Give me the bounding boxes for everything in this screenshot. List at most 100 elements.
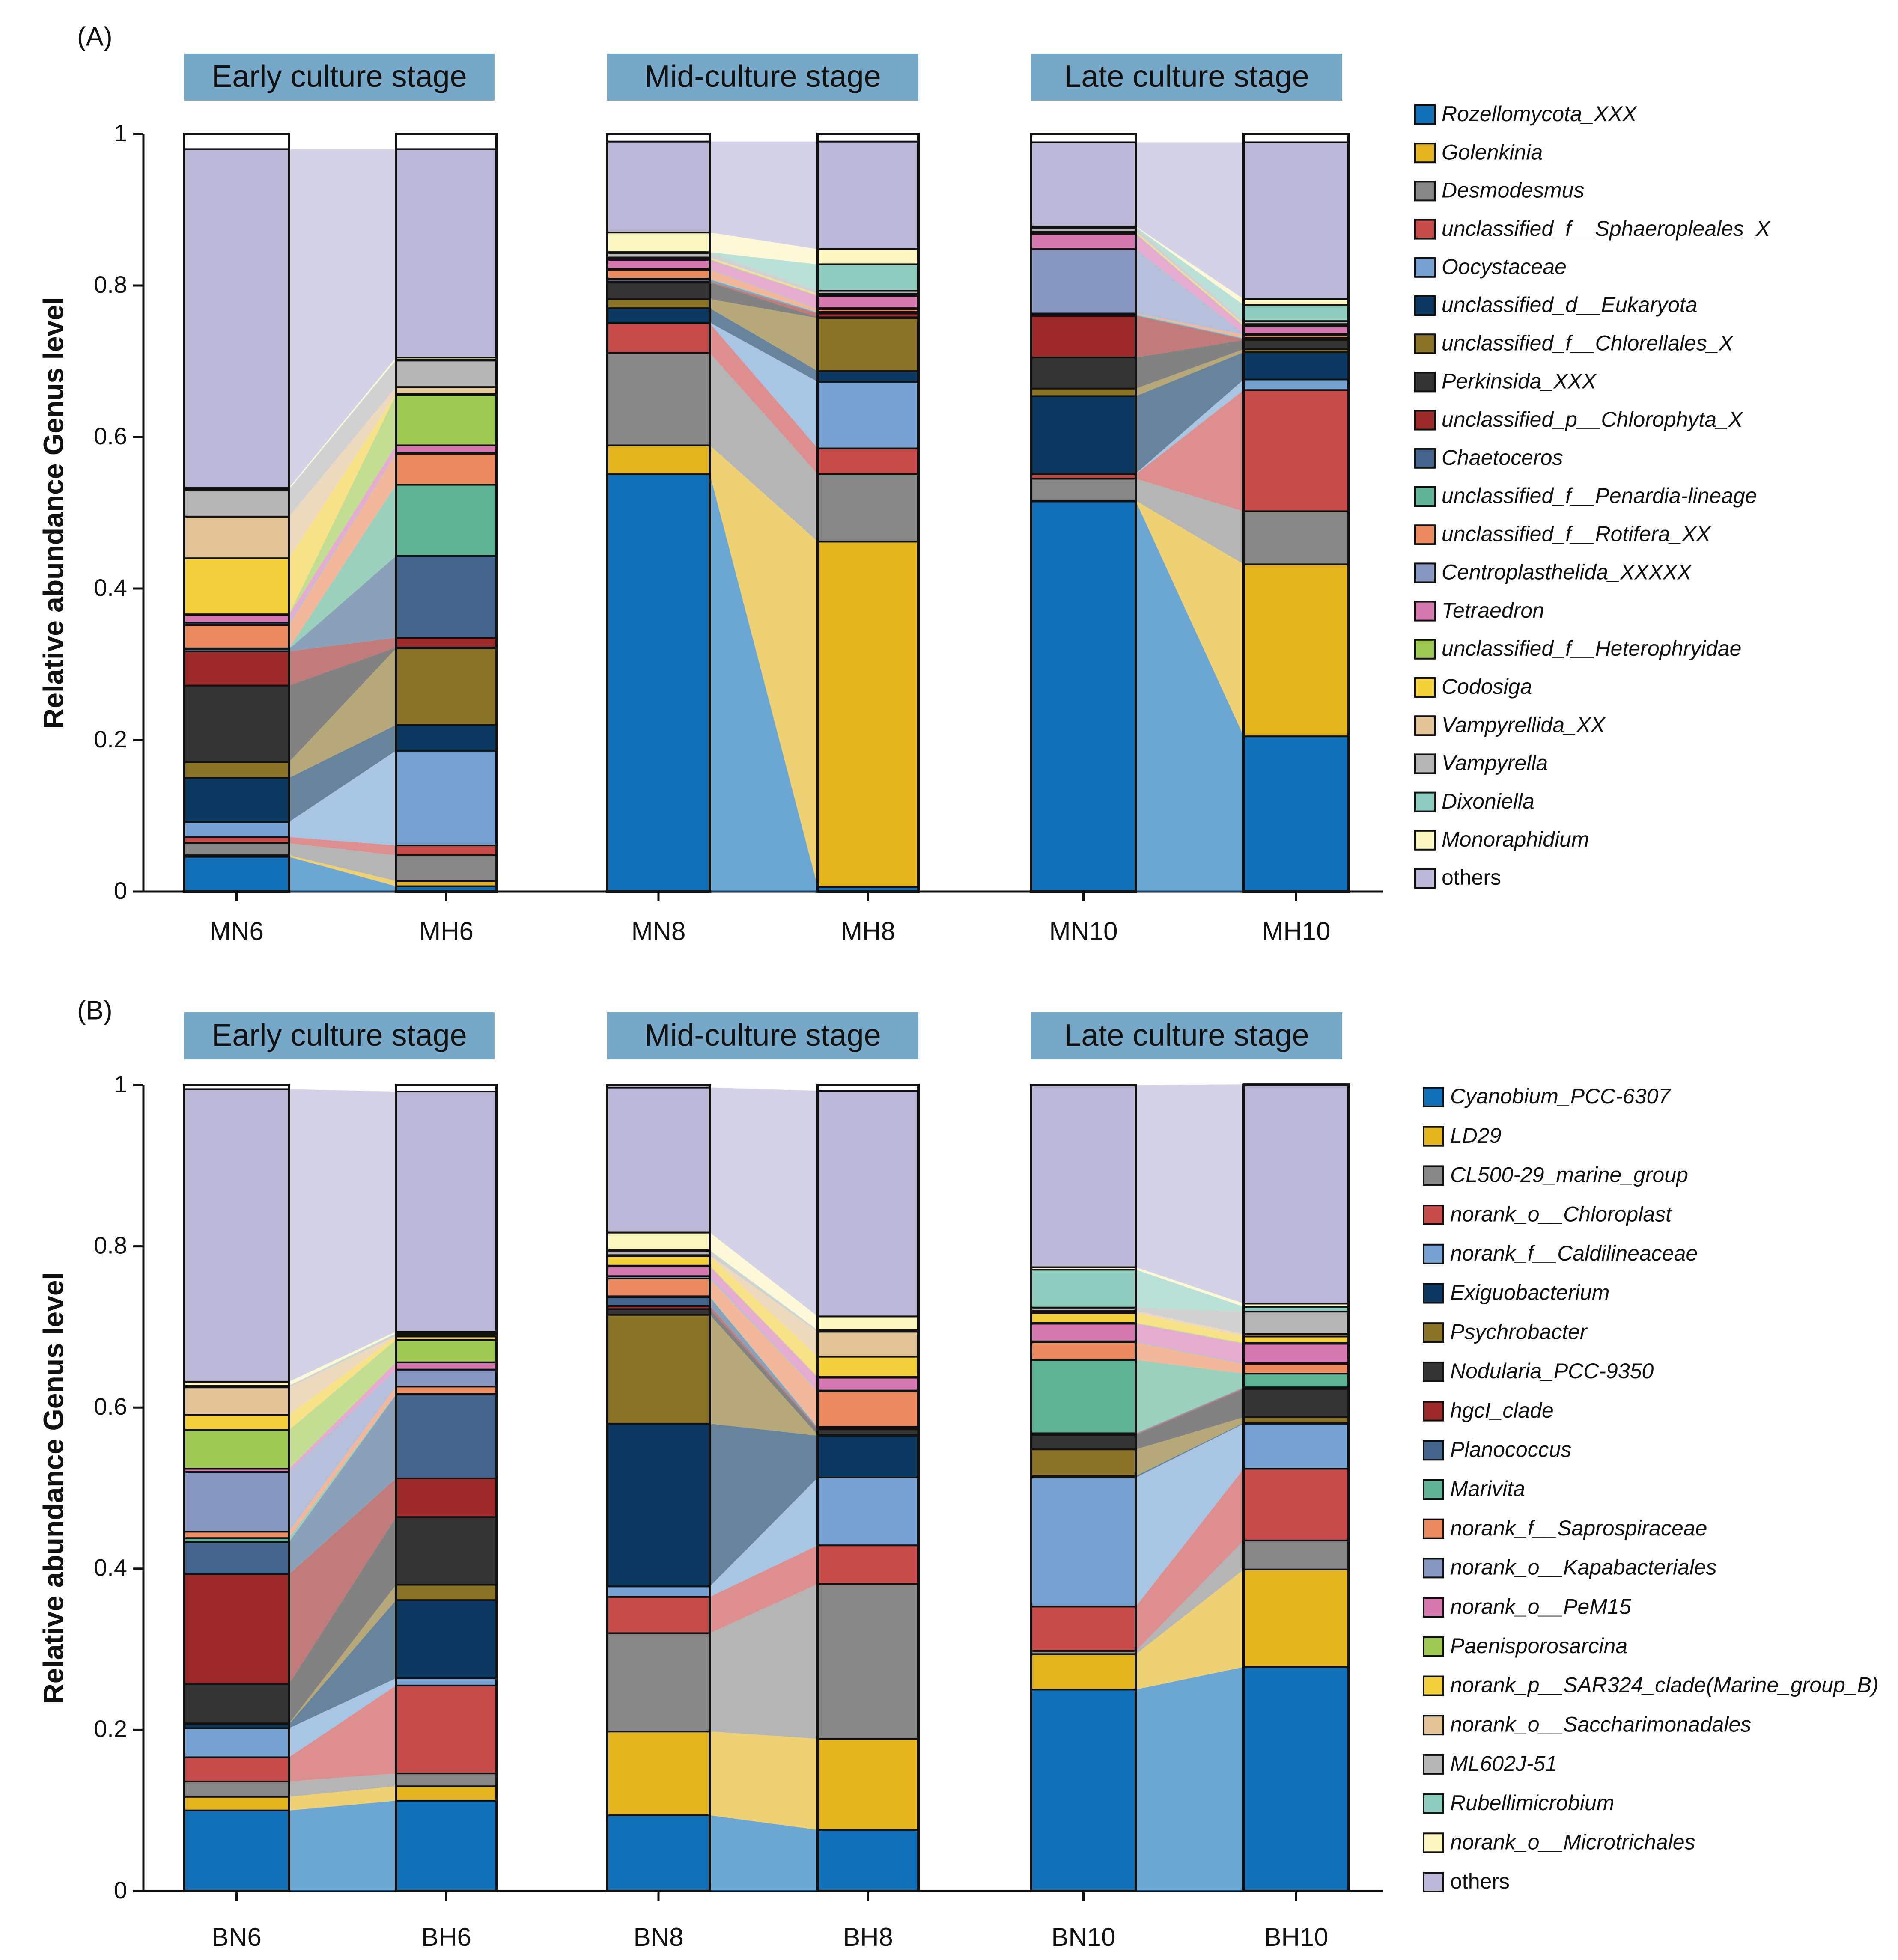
connector-band: [710, 269, 818, 309]
bar-segment: [1030, 1477, 1137, 1608]
bar-segment: [183, 489, 290, 518]
connector-band: [1136, 1388, 1244, 1435]
connector-band: [1136, 313, 1244, 338]
bar-segment: [606, 268, 711, 280]
bar-segment: [1243, 1468, 1350, 1541]
bar-segment: [606, 259, 711, 270]
bar-segment: [1030, 387, 1137, 397]
bar-segment: [183, 515, 290, 559]
bar-segment: [183, 1471, 290, 1533]
bar-segment: [1243, 735, 1350, 893]
legend-swatch: [1414, 562, 1436, 583]
bar-mh10: [1242, 133, 1350, 893]
bar-segment: [395, 1584, 498, 1601]
bar-segment: [395, 1599, 498, 1679]
connector-band: [710, 253, 818, 294]
connector-band: [1136, 390, 1244, 512]
bar-segment: [817, 1331, 919, 1358]
connector-band: [1136, 315, 1244, 358]
bar-segment: [395, 393, 498, 446]
connector-band: [710, 445, 818, 887]
bar-segment: [817, 370, 919, 383]
legend-label: Rubellimicrobium: [1450, 1791, 1614, 1815]
connector-band: [710, 1815, 818, 1891]
legend-swatch: [1423, 1675, 1444, 1696]
bar-segment: [183, 1573, 290, 1685]
legend-swatch: [1423, 1715, 1444, 1736]
connector-band: [1136, 500, 1244, 737]
bar-segment: [395, 637, 498, 649]
x-tick-label: MN10: [1049, 917, 1117, 946]
bar-segment: [817, 1829, 919, 1892]
connector-band: [710, 353, 818, 542]
bar-segment: [183, 1541, 290, 1575]
connector-band: [289, 1362, 396, 1472]
legend-swatch: [1423, 1832, 1444, 1853]
legend-label: unclassified_f__Penardia-lineage: [1442, 484, 1757, 508]
x-tick-label: MH6: [419, 917, 474, 946]
connector-band: [289, 1773, 396, 1797]
bar-segment: [606, 1255, 711, 1267]
legend-label: Rozellomycota_XXX: [1442, 102, 1637, 126]
bar-segment: [183, 650, 290, 687]
bar-segment: [1243, 1311, 1350, 1335]
connector-band: [289, 1685, 396, 1782]
bar-segment: [817, 541, 919, 888]
connector-band: [1136, 232, 1244, 326]
connector-band: [289, 750, 396, 846]
y-tick-label: 0.8: [94, 271, 127, 298]
connector-band: [1136, 479, 1244, 565]
connector-band: [289, 556, 396, 651]
connector-band: [710, 269, 818, 312]
bar-segment: [606, 1422, 711, 1588]
connector-band: [710, 1276, 818, 1392]
panel-a: (A) Early culture stage Mid-culture stage L…: [37, 22, 1770, 945]
legend-swatch: [1414, 486, 1436, 507]
bar-segment: [183, 1683, 290, 1725]
legend-swatch: [1423, 1754, 1444, 1775]
connector-band: [710, 259, 818, 296]
bar-segment: [1030, 1653, 1137, 1691]
legend-label: Centroplasthelida_XXXXX: [1442, 560, 1692, 584]
connector-band: [289, 387, 396, 559]
connector-band: [1136, 1267, 1244, 1307]
bar-segment: [1030, 1434, 1137, 1451]
connector-band: [1136, 1417, 1244, 1476]
bar-segment: [395, 1785, 498, 1802]
bar-bh8: [816, 1084, 920, 1892]
connector-band: [710, 232, 818, 265]
connector-band: [710, 279, 818, 313]
bar-segment: [1243, 563, 1350, 738]
bar-segment: [1030, 478, 1137, 502]
bar-segment: [817, 1090, 919, 1318]
bar-segment: [817, 140, 919, 250]
connector-band: [710, 1255, 818, 1357]
connector-band: [710, 257, 818, 295]
connector-band: [289, 648, 396, 762]
bar-mh8: [816, 133, 920, 893]
connector-band: [1136, 1387, 1244, 1434]
legend-label: Marivita: [1450, 1477, 1525, 1501]
connector-band: [1136, 349, 1244, 396]
connector-band: [710, 141, 818, 250]
connector-band: [710, 258, 818, 296]
connector-band: [1136, 1341, 1244, 1364]
bar-segment: [183, 614, 290, 624]
bar-segment: [395, 1091, 498, 1333]
connector-band: [710, 1584, 818, 1739]
legend-label: Monoraphidium: [1442, 827, 1589, 851]
x-tick-label: MN6: [209, 917, 264, 946]
connector-band: [1136, 1311, 1244, 1337]
bar-segment: [183, 1531, 290, 1539]
connector-band: [289, 357, 396, 490]
bar-segment: [183, 624, 290, 649]
x-tick-label: BN10: [1051, 1923, 1115, 1951]
legend-label: Cyanobium_PCC-6307: [1450, 1084, 1671, 1108]
bar-segment: [817, 248, 919, 265]
legend-swatch: [1414, 868, 1436, 889]
bar-segment: [1243, 1666, 1350, 1892]
bar-segment: [395, 1394, 498, 1479]
connector-band: [710, 279, 818, 314]
bar-segment: [395, 647, 498, 726]
bar-segment: [1030, 357, 1137, 390]
